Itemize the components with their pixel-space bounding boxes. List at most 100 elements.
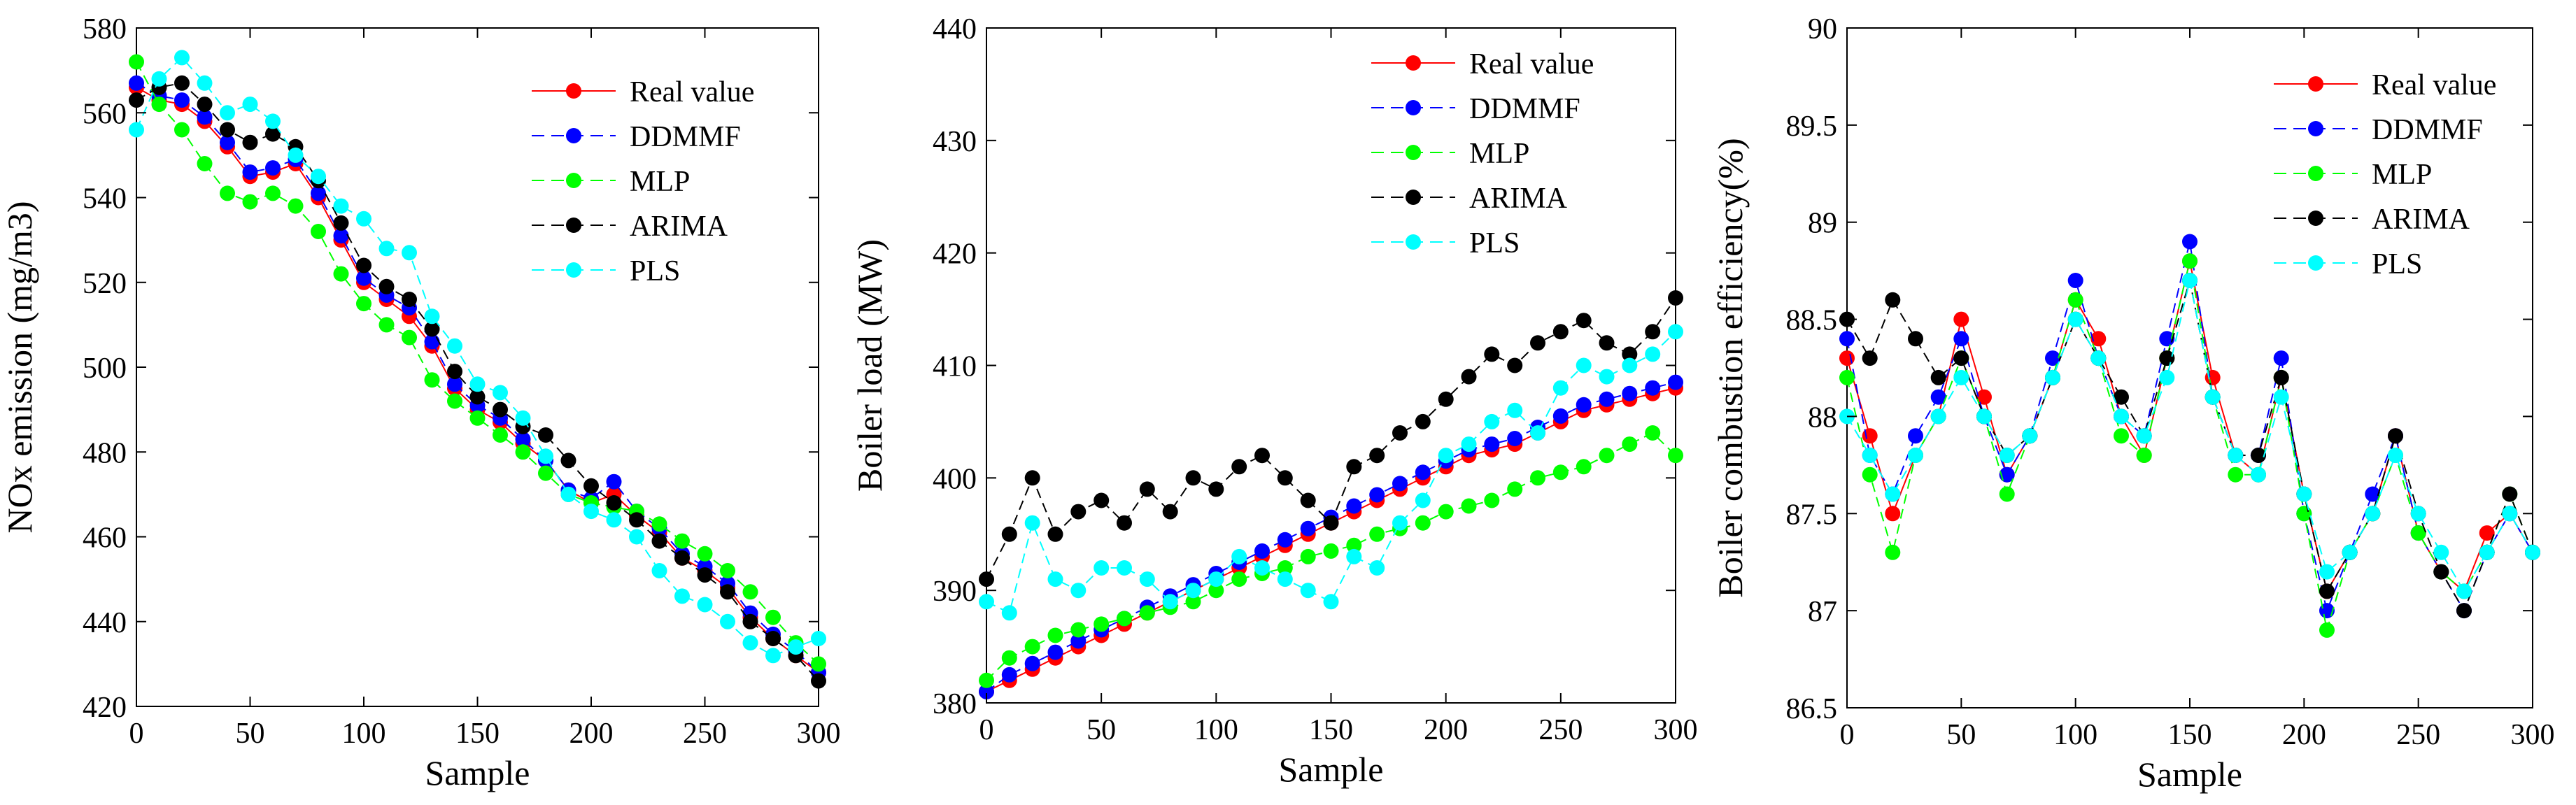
data-point — [265, 126, 281, 142]
data-point — [1953, 369, 1969, 385]
y-axis-label: Boiler combustion efficiency(%) — [1711, 138, 1750, 597]
legend: Real value DDMMF MLP ARIMA PLS — [2274, 69, 2496, 280]
y-tick-label: 460 — [83, 522, 127, 555]
data-point — [2502, 506, 2518, 522]
series-pls — [129, 50, 826, 664]
data-point — [2136, 448, 2152, 463]
data-point — [538, 465, 553, 481]
data-point — [1047, 526, 1063, 542]
data-point — [2182, 234, 2198, 250]
data-point — [1415, 464, 1431, 480]
data-point — [1117, 611, 1132, 627]
data-point — [1999, 466, 2015, 483]
chart-panel-1: 0 50 100 150 200 250 300 420 440 460 480 500 520 540 5… — [0, 13, 841, 792]
data-point — [720, 563, 735, 578]
x-tick-label: 200 — [1424, 714, 1468, 746]
x-tick-label: 300 — [797, 718, 841, 750]
data-point — [265, 185, 281, 201]
data-point — [378, 241, 395, 257]
data-point — [356, 211, 371, 227]
data-point — [1668, 374, 1683, 390]
data-point — [1576, 397, 1592, 413]
data-point — [2456, 603, 2472, 619]
data-point — [2045, 350, 2060, 366]
plot-area — [1846, 27, 2533, 708]
data-point — [447, 338, 462, 354]
data-point — [606, 473, 622, 490]
legend-marker — [2308, 255, 2323, 271]
y-tick-label: 500 — [83, 352, 127, 385]
data-point — [288, 198, 304, 214]
y-axis-label: Boiler load (MW) — [850, 239, 889, 492]
data-point — [1599, 369, 1615, 385]
legend-marker — [566, 173, 581, 188]
y-tick-label: 88 — [1808, 401, 1837, 434]
data-point — [311, 185, 326, 201]
y-tick-label: 89 — [1808, 208, 1837, 240]
data-point — [1976, 389, 1992, 405]
data-point — [2228, 448, 2244, 463]
series-arima — [129, 75, 826, 689]
data-point — [811, 631, 826, 646]
legend-entry: MLP — [630, 166, 690, 198]
data-point — [979, 683, 994, 699]
data-point — [424, 372, 440, 388]
data-point — [197, 156, 213, 171]
data-point — [1930, 408, 1946, 425]
data-point — [174, 75, 190, 91]
data-point — [1117, 515, 1132, 531]
y-tick-label: 420 — [933, 238, 977, 271]
data-point — [1139, 481, 1155, 497]
data-point — [560, 453, 576, 469]
data-point — [2067, 292, 2083, 308]
data-point — [1001, 605, 1017, 621]
data-point — [1438, 391, 1454, 407]
x-tick-label: 100 — [1194, 714, 1238, 746]
data-point — [1953, 331, 1969, 347]
data-point — [1576, 357, 1592, 373]
data-point — [2410, 525, 2426, 541]
legend-marker — [2308, 166, 2323, 181]
data-point — [1622, 357, 1638, 373]
legend-entry: DDMMF — [1469, 93, 1580, 125]
data-point — [1953, 350, 1969, 366]
data-point — [447, 393, 462, 409]
data-point — [1862, 428, 1878, 444]
data-point — [1323, 515, 1339, 531]
data-point — [1839, 350, 1855, 366]
data-point — [742, 613, 758, 629]
data-point — [1885, 486, 1901, 502]
data-point — [1908, 331, 1923, 347]
data-point — [1599, 391, 1615, 407]
y-tick-label: 480 — [83, 437, 127, 469]
x-axis-label: Sample — [2137, 755, 2242, 794]
data-point — [1094, 560, 1110, 576]
y-tick-label: 86.5 — [1786, 693, 1838, 725]
data-point — [1185, 583, 1201, 599]
data-point — [1552, 464, 1569, 480]
data-point — [811, 656, 826, 672]
x-tick-label: 150 — [2168, 719, 2212, 751]
data-point — [1622, 436, 1638, 453]
legend-entry: Real value — [2372, 69, 2496, 101]
data-point — [1024, 655, 1040, 671]
data-point — [197, 109, 213, 125]
data-point — [765, 609, 781, 625]
data-point — [2319, 583, 2335, 599]
data-point — [1094, 616, 1110, 632]
data-point — [1001, 526, 1017, 542]
data-point — [493, 401, 508, 418]
legend-entry: ARIMA — [1469, 183, 1568, 215]
data-point — [1415, 492, 1431, 508]
data-point — [674, 533, 690, 549]
data-point — [742, 584, 758, 600]
legend-entry: PLS — [1469, 227, 1520, 259]
data-point — [1392, 476, 1408, 492]
data-point — [2319, 603, 2335, 619]
data-point — [1024, 515, 1040, 531]
plot-area — [986, 27, 1676, 704]
data-point — [1208, 583, 1224, 599]
data-point — [129, 54, 144, 70]
data-point — [1392, 425, 1408, 441]
data-point — [1999, 486, 2015, 502]
